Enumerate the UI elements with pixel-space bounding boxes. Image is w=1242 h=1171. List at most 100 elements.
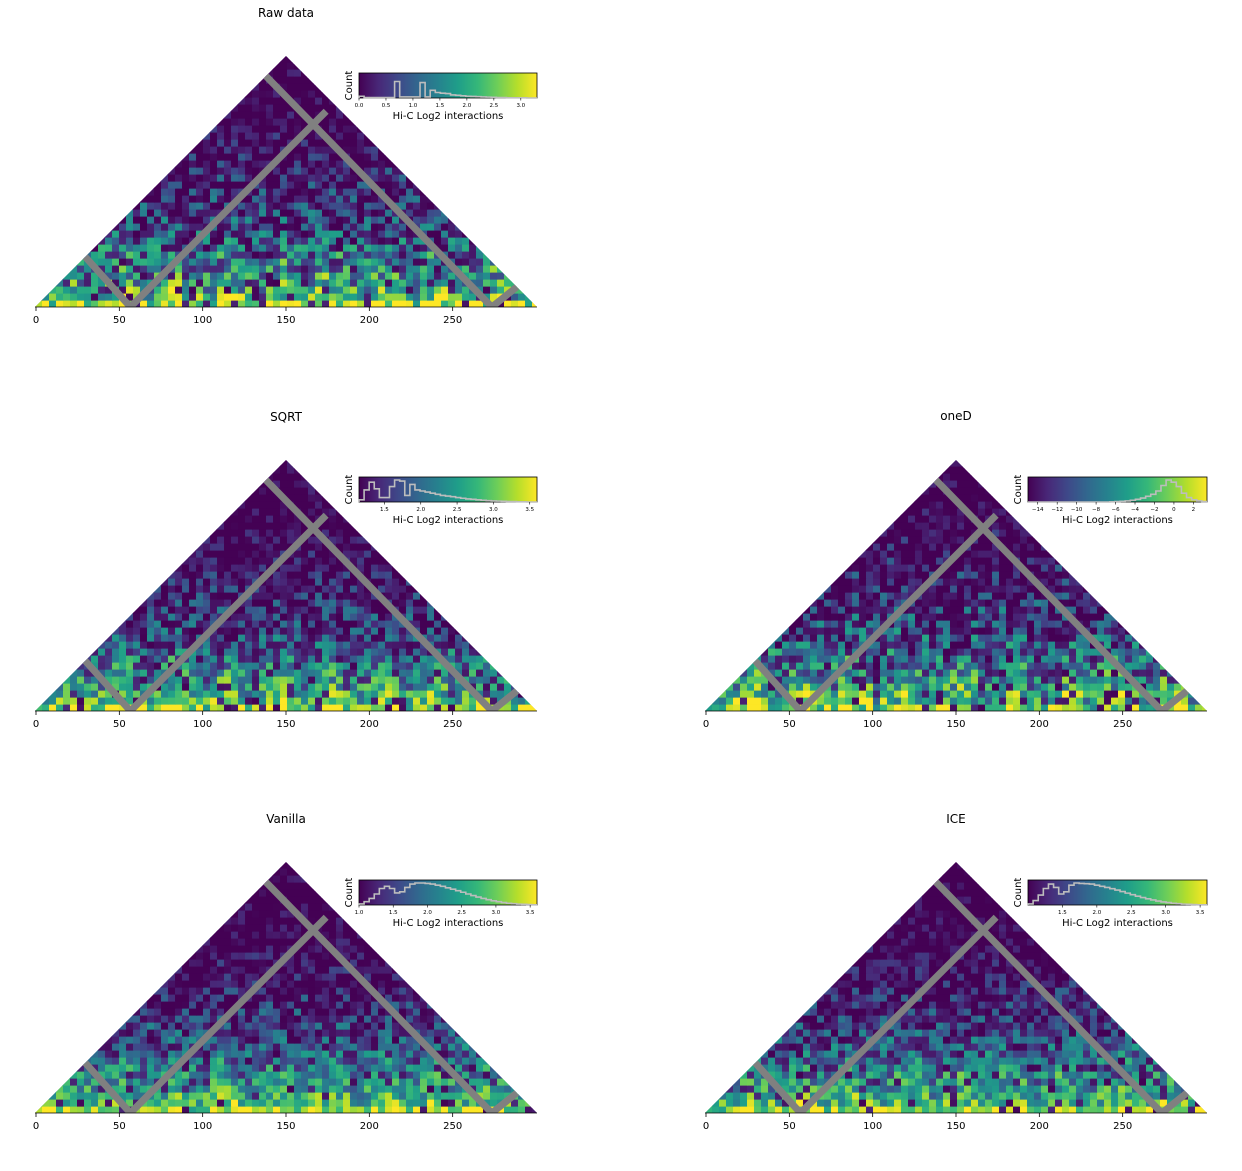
heatmap-cell (273, 56, 281, 63)
heatmap-cell (329, 508, 337, 516)
heatmap-cell (817, 704, 825, 711)
heatmap-cell (936, 592, 944, 600)
heatmap-cell (336, 181, 344, 189)
heatmap-cell (929, 599, 937, 607)
heatmap-cell (413, 655, 421, 663)
heatmap-cell (789, 634, 797, 642)
heatmap-cell (322, 508, 330, 516)
heatmap-cell (280, 1043, 288, 1051)
heatmap-cell (455, 1085, 463, 1093)
heatmap-cell (126, 662, 134, 670)
heatmap-cell (315, 648, 323, 656)
heatmap-cell (357, 683, 365, 691)
heatmap-cell (873, 620, 881, 628)
heatmap-cell (119, 1036, 127, 1044)
heatmap-cell (343, 1071, 351, 1079)
heatmap-cell (322, 655, 330, 663)
heatmap-cell (915, 599, 923, 607)
heatmap-cell (259, 125, 267, 133)
heatmap-cell (280, 97, 288, 105)
heatmap-cell (985, 494, 993, 502)
colorbar-tick-label: 3.5 (525, 507, 534, 513)
heatmap-cell (483, 669, 491, 677)
heatmap-cell (119, 683, 127, 691)
heatmap-cell (796, 641, 804, 649)
heatmap-cell (217, 627, 225, 635)
heatmap-cell (84, 293, 92, 301)
heatmap-cell (448, 1106, 456, 1113)
heatmap-cell (999, 697, 1007, 705)
heatmap-cell (182, 585, 190, 593)
heatmap-cell (210, 118, 218, 126)
heatmap-cell (852, 690, 860, 698)
heatmap-cell (315, 669, 323, 677)
heatmap-cell (768, 669, 776, 677)
heatmap-cell (294, 230, 302, 238)
heatmap-cell (154, 620, 162, 628)
heatmap-cell (845, 683, 853, 691)
heatmap-cell (91, 293, 99, 301)
heatmap-cell (1118, 613, 1126, 621)
heatmap-cell (140, 641, 148, 649)
heatmap-cell (280, 487, 288, 495)
heatmap-cell (336, 132, 344, 140)
heatmap-cell (210, 536, 218, 544)
heatmap-cell (364, 1106, 372, 1113)
heatmap-triangle (35, 862, 537, 1113)
heatmap-cell (357, 153, 365, 161)
heatmap-cell (1160, 676, 1168, 684)
heatmap-cell (196, 153, 204, 161)
heatmap-cell (511, 1099, 519, 1107)
heatmap-cell (196, 1057, 204, 1065)
heatmap-cell (224, 1078, 232, 1086)
heatmap-cell (1006, 676, 1014, 684)
heatmap-cell (287, 599, 295, 607)
heatmap-cell (154, 634, 162, 642)
heatmap-cell (308, 195, 316, 203)
heatmap-cell (1167, 690, 1175, 698)
heatmap-cell (196, 1099, 204, 1107)
heatmap-cell (245, 494, 253, 502)
heatmap-cell (182, 258, 190, 266)
heatmap-cell (287, 508, 295, 516)
heatmap-cell (378, 676, 386, 684)
heatmap-cell (322, 167, 330, 175)
heatmap-cell (385, 146, 393, 154)
heatmap-cell (796, 697, 804, 705)
heatmap-cell (168, 585, 176, 593)
heatmap-cell (91, 676, 99, 684)
heatmap-cell (1076, 648, 1084, 656)
heatmap-cell (182, 1071, 190, 1079)
heatmap-cell (978, 501, 986, 509)
heatmap-cell (294, 181, 302, 189)
colorbar-tick-label: 1.5 (436, 103, 445, 109)
heatmap-cell (287, 522, 295, 530)
colorbar-tick-label: −10 (1071, 507, 1083, 513)
heatmap-cell (147, 592, 155, 600)
heatmap-cell (929, 655, 937, 663)
heatmap-cell (231, 557, 239, 565)
heatmap-cell (217, 195, 225, 203)
heatmap-cell (929, 522, 937, 530)
heatmap-cell (845, 690, 853, 698)
heatmap-cell (1076, 662, 1084, 670)
heatmap-cell (266, 641, 274, 649)
heatmap-cell (1006, 585, 1014, 593)
heatmap-cell (1062, 571, 1070, 579)
heatmap-cell (413, 676, 421, 684)
heatmap-cell (789, 620, 797, 628)
heatmap-cell (936, 599, 944, 607)
masked-band (489, 284, 520, 307)
heatmap-cell (1034, 564, 1042, 572)
heatmap-cell (154, 578, 162, 586)
heatmap-cell (385, 293, 393, 301)
heatmap-cell (399, 300, 407, 307)
heatmap-cell (112, 676, 120, 684)
heatmap-cell (378, 1078, 386, 1086)
panel-title: SQRT (270, 410, 303, 424)
heatmap-cell (252, 104, 260, 112)
heatmap-cell (231, 1106, 239, 1113)
heatmap-cell (266, 272, 274, 280)
heatmap-cell (336, 515, 344, 523)
heatmap-cell (217, 1036, 225, 1044)
